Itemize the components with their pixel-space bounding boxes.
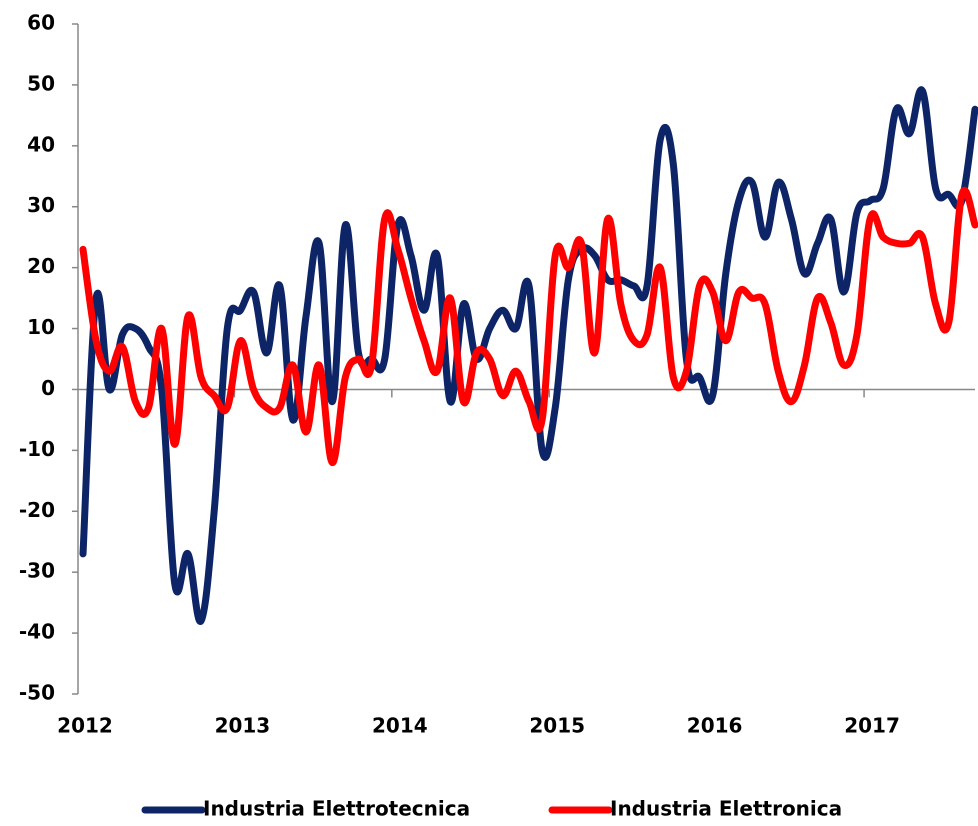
y-tick-label: -50 (19, 681, 55, 705)
y-tick-label: -10 (19, 437, 55, 461)
y-tick-label: 40 (27, 132, 55, 156)
y-tick-label: 30 (27, 193, 55, 217)
y-tick-label: 60 (27, 11, 55, 35)
legend-label: Industria Elettronica (610, 797, 842, 821)
y-tick-label: 50 (27, 71, 55, 95)
legend-label: Industria Elettrotecnica (203, 797, 470, 821)
x-tick-label: 2014 (372, 714, 428, 738)
y-tick-label: 0 (41, 376, 55, 400)
y-tick-label: -30 (19, 559, 55, 583)
y-tick-label: -40 (19, 620, 55, 644)
x-tick-label: 2017 (844, 714, 900, 738)
x-tick-label: 2016 (687, 714, 743, 738)
line-series (79, 86, 978, 625)
y-tick-label: 10 (27, 315, 55, 339)
x-tick-label: 2013 (215, 714, 271, 738)
x-tick-label: 2012 (57, 714, 113, 738)
line-series (79, 187, 978, 467)
y-tick-label: 20 (27, 254, 55, 278)
y-tick-label: -20 (19, 498, 55, 522)
x-tick-label: 2015 (529, 714, 585, 738)
